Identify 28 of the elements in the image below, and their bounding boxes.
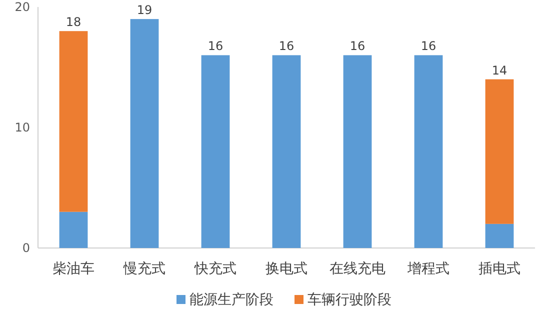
- total-label: 16: [208, 39, 224, 54]
- x-tick-label: 换电式: [266, 261, 308, 277]
- bar: [201, 55, 230, 248]
- y-tick-label: 10: [14, 120, 30, 134]
- bar: [414, 55, 443, 248]
- total-label: 18: [66, 15, 82, 30]
- total-label: 16: [420, 39, 436, 54]
- y-tick-label: 20: [14, 0, 30, 14]
- x-tick-label: 插电式: [478, 261, 520, 277]
- bar: [272, 55, 301, 248]
- legend-label: 能源生产阶段: [190, 292, 274, 308]
- total-label: 19: [136, 3, 152, 18]
- bar: [130, 19, 159, 248]
- x-tick-label: 慢充式: [122, 261, 166, 277]
- x-tick-label: 柴油车: [52, 261, 94, 277]
- x-tick-label: 增程式: [406, 261, 450, 277]
- bar: [59, 31, 88, 212]
- bar: [485, 79, 514, 224]
- total-label: 16: [278, 39, 294, 54]
- total-label: 16: [350, 39, 366, 54]
- bar: [343, 55, 372, 248]
- x-tick-label: 在线充电: [330, 261, 386, 277]
- bar: [485, 224, 514, 248]
- total-label: 14: [492, 63, 508, 78]
- x-tick-label: 快充式: [194, 261, 236, 277]
- bar: [59, 212, 88, 248]
- legend-label: 车辆行驶阶段: [308, 292, 392, 308]
- y-tick-label: 0: [22, 241, 30, 255]
